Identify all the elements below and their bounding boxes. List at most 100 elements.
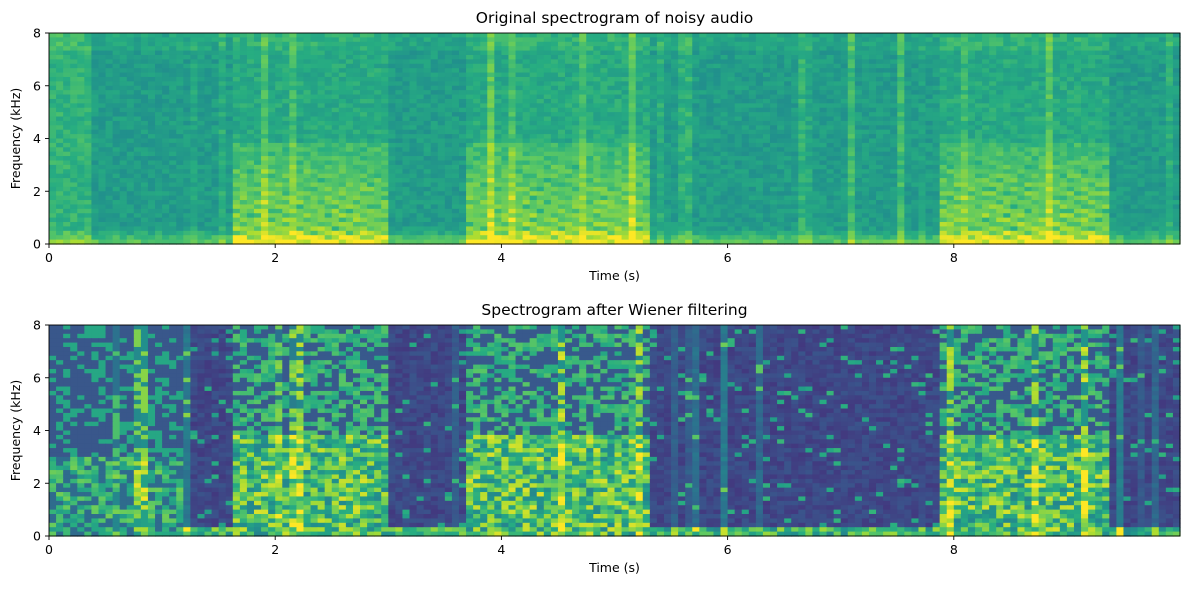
heatmap-cell [360, 50, 368, 56]
heatmap-cell [925, 81, 934, 87]
heatmap-cell [204, 151, 213, 157]
heatmap-cell [642, 160, 651, 166]
heatmap-cell [239, 98, 248, 104]
heatmap-cell [381, 160, 389, 166]
heatmap-cell [953, 68, 962, 74]
heatmap-cell [1017, 63, 1026, 69]
heatmap-cell [755, 81, 764, 87]
heatmap-cell [282, 41, 290, 47]
heatmap-cell [430, 76, 439, 82]
heatmap-cell [444, 98, 453, 104]
heatmap-cell [1081, 41, 1089, 47]
heatmap-cell [480, 156, 488, 162]
heatmap-cell [515, 125, 524, 131]
heatmap-cell [720, 156, 729, 162]
heatmap-cell [296, 129, 305, 135]
heatmap-cell [868, 50, 877, 56]
heatmap-cell [218, 90, 227, 96]
heatmap-cell [261, 81, 269, 87]
heatmap-cell [515, 129, 524, 135]
heatmap-cell [1003, 85, 1011, 91]
heatmap-cell [1031, 129, 1040, 135]
heatmap-cell [275, 107, 283, 113]
heatmap-cell [1081, 76, 1089, 82]
heatmap-cell [183, 37, 191, 43]
heatmap-cell [543, 72, 552, 78]
heatmap-cell [119, 33, 128, 38]
heatmap-cell [762, 103, 771, 109]
heatmap-cell [155, 103, 163, 109]
heatmap-cell [727, 160, 736, 166]
heatmap-cell [996, 151, 1004, 157]
heatmap-cell [147, 103, 156, 109]
heatmap-cell [642, 107, 651, 113]
heatmap-cell [883, 68, 891, 74]
heatmap-cell [1073, 160, 1082, 166]
heatmap-cell [989, 41, 997, 47]
heatmap-cell [593, 112, 601, 118]
heatmap-cell [1123, 63, 1132, 69]
heatmap-cell [861, 37, 870, 43]
heatmap-cell [1038, 164, 1047, 170]
heatmap-cell [338, 107, 347, 113]
heatmap-cell [762, 160, 771, 166]
heatmap-cell [565, 147, 573, 153]
heatmap-cell [303, 46, 312, 52]
heatmap-cell [720, 103, 729, 109]
heatmap-cell [105, 107, 114, 113]
heatmap-cell [854, 151, 863, 157]
heatmap-cell [374, 33, 382, 38]
heatmap-cell [162, 129, 170, 135]
heatmap-cell [1088, 160, 1096, 166]
heatmap-cell [897, 54, 905, 60]
heatmap-cell [289, 90, 298, 96]
heatmap-cell [536, 81, 545, 87]
heatmap-cell [890, 41, 898, 47]
heatmap-cell [49, 90, 57, 96]
heatmap-cell [451, 33, 460, 38]
heatmap-cell [1102, 151, 1110, 157]
heatmap-cell [925, 98, 934, 104]
heatmap-cell [84, 85, 93, 91]
heatmap-cell [303, 120, 312, 126]
heatmap-cell [741, 138, 750, 144]
heatmap-cell [989, 54, 997, 60]
heatmap-cell [1045, 90, 1054, 96]
heatmap-cell [451, 142, 460, 148]
heatmap-cell [1031, 68, 1040, 74]
heatmap-cell [1144, 164, 1153, 170]
heatmap-cell [996, 90, 1004, 96]
heatmap-cell [685, 147, 693, 153]
heatmap-cell [1038, 142, 1047, 148]
heatmap-cell [466, 41, 474, 47]
heatmap-cell [367, 59, 375, 65]
heatmap-cell [303, 151, 312, 157]
heatmap-cell [430, 107, 439, 113]
heatmap-cell [133, 54, 142, 60]
heatmap-cell [1158, 112, 1167, 118]
heatmap-cell [826, 46, 835, 52]
heatmap-cell [939, 41, 948, 47]
heatmap-cell [515, 50, 524, 56]
heatmap-cell [487, 37, 495, 43]
heatmap-cell [140, 50, 149, 56]
heatmap-cell [1031, 142, 1040, 148]
heatmap-cell [819, 103, 828, 109]
heatmap-cell [1059, 90, 1068, 96]
heatmap-cell [360, 98, 368, 104]
heatmap-cell [819, 98, 828, 104]
heatmap-cell [685, 160, 693, 166]
heatmap-cell [246, 147, 255, 153]
heatmap-cell [1081, 37, 1089, 43]
heatmap-cell [395, 50, 404, 56]
heatmap-cell [49, 98, 57, 104]
heatmap-cell [621, 138, 630, 144]
heatmap-cell [967, 72, 976, 78]
heatmap-cell [960, 63, 969, 69]
heatmap-cell [331, 59, 340, 65]
heatmap-cell [147, 50, 156, 56]
heatmap-cell [883, 160, 891, 166]
heatmap-cell [338, 54, 347, 60]
heatmap-cell [56, 151, 64, 157]
heatmap-cell [1102, 120, 1110, 126]
